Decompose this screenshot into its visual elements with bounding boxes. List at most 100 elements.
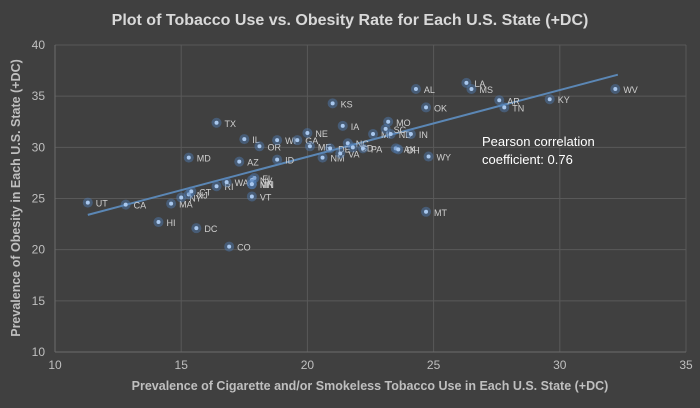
annotation-line-2: coefficient: 0.76: [482, 152, 573, 167]
point-marker: [186, 192, 191, 197]
point-marker: [350, 145, 355, 150]
point-marker: [424, 209, 429, 214]
point-label: GA: [305, 136, 318, 146]
point-marker: [388, 132, 393, 137]
point-label: HI: [166, 218, 175, 228]
point-label: WA: [235, 178, 249, 188]
point-label: MO: [396, 118, 411, 128]
point-label: MA: [179, 200, 193, 210]
point-label: DC: [204, 224, 217, 234]
data-point-or: OR: [254, 141, 281, 152]
point-marker: [123, 202, 128, 207]
data-point-ct: CT: [186, 186, 212, 197]
point-marker: [340, 123, 345, 128]
data-point-ri: RI: [211, 181, 234, 192]
data-point-ma: MA: [166, 198, 193, 210]
point-label: SD: [361, 143, 374, 153]
data-point-nm: NM: [317, 152, 345, 164]
y-tick-25: 25: [32, 192, 46, 206]
point-marker: [249, 194, 254, 199]
point-label: DE: [338, 144, 351, 154]
point-label: ME: [318, 142, 332, 152]
point-label: NE: [315, 129, 328, 139]
data-point-pa: PA: [357, 143, 382, 154]
x-axis-label: Prevalence of Cigarette and/or Smokeless…: [132, 379, 609, 393]
x-tick-35: 35: [679, 358, 693, 372]
point-label: NC: [356, 139, 369, 149]
point-label: IA: [351, 122, 360, 132]
data-point-ut: UT: [82, 197, 108, 209]
point-marker: [320, 155, 325, 160]
point-marker: [169, 201, 174, 206]
data-point-co: CO: [224, 241, 251, 253]
data-point-ks: KS: [327, 98, 353, 109]
data-point-wa: WA: [221, 177, 249, 188]
data-point-va: VA: [335, 148, 360, 159]
point-label: VA: [348, 149, 359, 159]
point-marker: [237, 159, 242, 164]
point-marker: [396, 147, 401, 152]
data-point-ne: NE: [302, 128, 328, 139]
point-marker: [249, 178, 254, 183]
point-label: WI: [285, 136, 296, 146]
point-label: NH: [260, 180, 273, 190]
y-tick-labels: 10 15 20 25 30 35 40: [32, 38, 46, 359]
point-label: MS: [479, 85, 493, 95]
point-marker: [85, 200, 90, 205]
y-tick-10: 10: [32, 345, 46, 359]
point-marker: [497, 98, 502, 103]
data-point-mi: MI: [368, 129, 391, 140]
point-marker: [502, 105, 507, 110]
point-label: NM: [331, 154, 345, 164]
point-marker: [224, 180, 229, 185]
point-marker: [408, 132, 413, 137]
y-tick-20: 20: [32, 243, 46, 257]
x-tick-labels: 10 15 20 25 30 35: [48, 358, 693, 372]
data-point-ny: NY: [176, 192, 202, 203]
point-label: WV: [623, 85, 638, 95]
point-marker: [328, 146, 333, 151]
point-label: TX: [225, 119, 237, 129]
point-label: CO: [237, 243, 251, 253]
point-label: LA: [474, 79, 485, 89]
data-point-wv: WV: [610, 84, 638, 95]
point-marker: [360, 146, 365, 151]
point-label: ND: [399, 130, 412, 140]
point-marker: [386, 119, 391, 124]
point-label: NV: [260, 176, 273, 186]
point-label: WY: [437, 153, 452, 163]
point-label: UT: [96, 199, 108, 209]
point-label: MN: [260, 180, 274, 190]
y-axis-label: Prevalence of Obesity in Each U.S. State…: [9, 59, 23, 337]
data-point-md: MD: [183, 152, 211, 164]
data-point-ca: CA: [120, 199, 146, 211]
y-tick-30: 30: [32, 140, 46, 154]
data-point-al: AL: [410, 84, 435, 95]
data-point-mn: MN: [246, 179, 274, 190]
point-label: PA: [371, 144, 382, 154]
data-point-mt: MT: [421, 206, 448, 218]
point-label: OH: [406, 145, 420, 155]
data-point-dc: DC: [191, 223, 218, 234]
point-label: IL: [252, 135, 260, 145]
y-tick-35: 35: [32, 89, 46, 103]
point-label: VT: [260, 192, 272, 202]
x-tick-10: 10: [48, 358, 62, 372]
point-label: MD: [197, 154, 211, 164]
point-marker: [189, 189, 194, 194]
point-marker: [371, 132, 376, 137]
data-point-tx: TX: [211, 117, 237, 129]
trendline: [87, 73, 619, 216]
data-point-ia: IA: [337, 120, 360, 132]
point-label: MI: [381, 130, 391, 140]
point-label: NJ: [197, 190, 208, 200]
point-label: SC: [394, 125, 407, 135]
data-point-az: AZ: [234, 156, 259, 168]
point-marker: [469, 87, 474, 92]
x-tick-30: 30: [553, 358, 567, 372]
point-marker: [179, 195, 184, 200]
point-marker: [194, 226, 199, 231]
data-point-de: DE: [325, 143, 351, 154]
point-marker: [275, 157, 280, 162]
